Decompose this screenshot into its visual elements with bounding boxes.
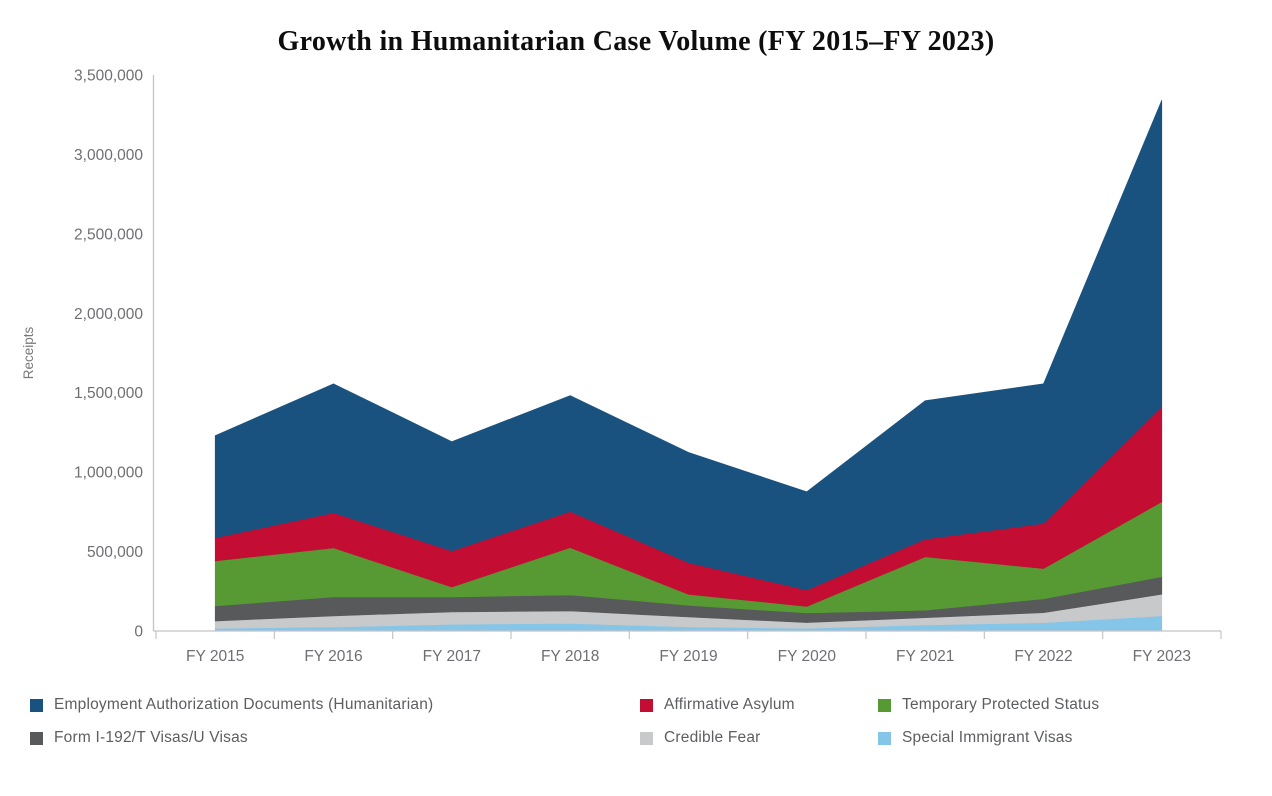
legend-label-credible-fear: Credible Fear [664, 729, 761, 746]
y-tick-label: 1,000,000 [74, 465, 143, 482]
legend-label-ead-humanitarian: Employment Authorization Documents (Huma… [54, 696, 434, 713]
legend-swatch-credible-fear [640, 731, 653, 745]
legend-label-affirmative-asylum: Affirmative Asylum [664, 696, 795, 713]
legend-swatch-ead-humanitarian [30, 698, 43, 712]
y-tick-label: 500,000 [87, 544, 143, 561]
legend-item-temporary-protected-status: Temporary Protected Status [878, 696, 1252, 713]
x-tick-label: FY 2020 [778, 648, 837, 665]
chart-title: Growth in Humanitarian Case Volume (FY 2… [277, 26, 995, 57]
legend-swatch-form-i192-t-u-visas [30, 731, 43, 745]
x-tick-label: FY 2015 [186, 648, 244, 665]
y-tick-label: 3,000,000 [74, 147, 143, 164]
x-tick-label: FY 2017 [423, 648, 481, 665]
y-axis-title: Receipts [21, 326, 36, 379]
y-tick-label: 2,000,000 [74, 306, 143, 323]
x-tick-label: FY 2016 [304, 648, 362, 665]
x-tick-label: FY 2021 [896, 648, 954, 665]
x-tick-label: FY 2019 [659, 648, 717, 665]
legend-swatch-affirmative-asylum [640, 698, 653, 712]
legend-item-ead-humanitarian: Employment Authorization Documents (Huma… [30, 696, 640, 713]
area-band-employment-authorization-documents-humanitarian [214, 99, 1163, 591]
x-tick-label: FY 2023 [1133, 648, 1191, 665]
legend-swatch-special-immigrant-visas [878, 731, 891, 745]
legend-label-form-i192-t-u-visas: Form I-192/T Visas/U Visas [54, 729, 248, 746]
y-tick-label: 2,500,000 [74, 226, 143, 243]
legend-swatch-temporary-protected-status [878, 698, 891, 712]
legend-item-form-i192-t-u-visas: Form I-192/T Visas/U Visas [30, 729, 640, 746]
legend-item-affirmative-asylum: Affirmative Asylum [640, 696, 878, 713]
y-tick-label: 3,500,000 [74, 68, 143, 85]
legend-item-special-immigrant-visas: Special Immigrant Visas [878, 729, 1252, 746]
legend-item-credible-fear: Credible Fear [640, 729, 878, 746]
y-tick-label: 0 [134, 624, 143, 641]
x-tick-label: FY 2022 [1014, 648, 1072, 665]
legend-label-special-immigrant-visas: Special Immigrant Visas [902, 729, 1073, 746]
chart-legend: Employment Authorization Documents (Huma… [30, 696, 1252, 746]
y-tick-label: 1,500,000 [74, 385, 143, 402]
x-tick-label: FY 2018 [541, 648, 599, 665]
stacked-area-chart: 0 500,000 1,000,000 1,500,000 2,000,000 2,500… [21, 68, 1222, 665]
legend-label-temporary-protected-status: Temporary Protected Status [902, 696, 1100, 713]
